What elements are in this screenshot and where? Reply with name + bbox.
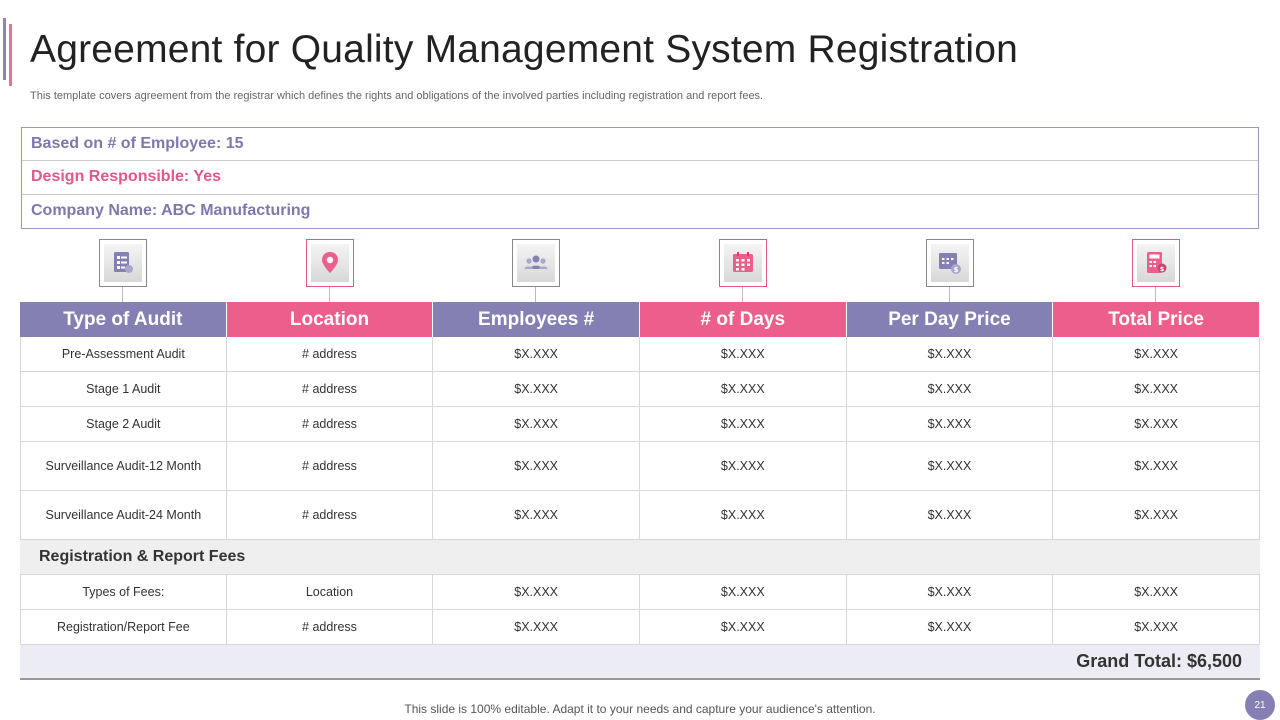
table-cell: $X.XXX [433,442,640,490]
table-row: Surveillance Audit-12 Month # address $X… [20,442,1260,491]
page-title: Agreement for Quality Management System … [30,28,1019,71]
page-subtitle: This template covers agreement from the … [30,90,764,102]
info-box: Based on # of Employee: 15 Design Respon… [21,127,1259,229]
table-row: Registration/Report Fee # address $X.XXX… [20,610,1260,645]
calendar-icon [718,239,767,287]
table-cell: $X.XXX [433,337,640,371]
table-row: Types of Fees: Location $X.XXX $X.XXX $X… [20,575,1260,610]
table-cell: $X.XXX [433,372,640,406]
table-cell: $X.XXX [847,407,1054,441]
header-per-day-price: Per Day Price [846,302,1054,337]
calculator-dollar-icon: $ [1132,239,1181,287]
table-row: Pre-Assessment Audit # address $X.XXX $X… [20,337,1260,372]
table-cell: $X.XXX [847,575,1054,609]
table-cell: # address [227,337,434,371]
table-cell: $X.XXX [640,337,847,371]
table-cell: $X.XXX [640,442,847,490]
table-cell: $X.XXX [433,407,640,441]
svg-text:$: $ [953,266,958,274]
table-header: Type of Audit Location Employees # # of … [20,302,1260,337]
table-cell: $X.XXX [1053,442,1260,490]
section-heading: Registration & Report Fees [20,540,1260,575]
table-cell: $X.XXX [847,442,1054,490]
table-cell: # address [227,491,434,539]
table-row: Surveillance Audit-24 Month # address $X… [20,491,1260,540]
table-cell: $X.XXX [640,372,847,406]
table-cell: $X.XXX [640,610,847,644]
checklist-icon [99,239,147,287]
table-cell: $X.XXX [847,337,1054,371]
table-row: Stage 2 Audit # address $X.XXX $X.XXX $X… [20,407,1260,442]
location-pin-icon [305,239,354,287]
column-icons: $ $ [20,239,1260,303]
calendar-dollar-icon: $ [925,239,974,287]
table-row: Stage 1 Audit # address $X.XXX $X.XXX $X… [20,372,1260,407]
table-cell: Surveillance Audit-12 Month [20,442,227,490]
footer-note: This slide is 100% editable. Adapt it to… [404,702,876,716]
page-number: 21 [1245,690,1275,720]
table-cell: $X.XXX [640,575,847,609]
accent-bar [3,18,12,86]
table-cell: $X.XXX [847,372,1054,406]
header-days: # of Days [639,302,847,337]
table-cell: $X.XXX [640,491,847,539]
table-cell: $X.XXX [847,491,1054,539]
table-cell: Types of Fees: [20,575,227,609]
svg-text:$: $ [1160,265,1165,273]
header-type-of-audit: Type of Audit [20,302,227,337]
table-cell: $X.XXX [1053,575,1260,609]
table-cell: Location [227,575,434,609]
table-cell: # address [227,372,434,406]
table-cell: $X.XXX [433,575,640,609]
info-company: Company Name: ABC Manufacturing [31,202,311,220]
table-cell: Pre-Assessment Audit [20,337,227,371]
table-cell: # address [227,407,434,441]
table-cell: $X.XXX [1053,337,1260,371]
table-cell: $X.XXX [1053,610,1260,644]
table-cell: Surveillance Audit-24 Month [20,491,227,539]
header-total-price: Total Price [1053,302,1260,337]
table-cell: Registration/Report Fee [20,610,227,644]
table-cell: $X.XXX [433,610,640,644]
table-cell: Stage 1 Audit [20,372,227,406]
header-employees: Employees # [433,302,640,337]
people-group-icon [512,239,561,287]
table-cell: $X.XXX [1053,372,1260,406]
grand-total: Grand Total: $6,500 [20,645,1260,680]
table-cell: # address [227,442,434,490]
table-cell: Stage 2 Audit [20,407,227,441]
table-cell: $X.XXX [1053,491,1260,539]
table-cell: $X.XXX [847,610,1054,644]
table-cell: # address [227,610,434,644]
info-design: Design Responsible: Yes [22,161,1258,195]
info-employees: Based on # of Employee: 15 [22,128,1258,162]
table-cell: $X.XXX [1053,407,1260,441]
table-cell: $X.XXX [640,407,847,441]
table-cell: $X.XXX [433,491,640,539]
audit-table: Type of Audit Location Employees # # of … [20,302,1260,680]
header-location: Location [226,302,434,337]
